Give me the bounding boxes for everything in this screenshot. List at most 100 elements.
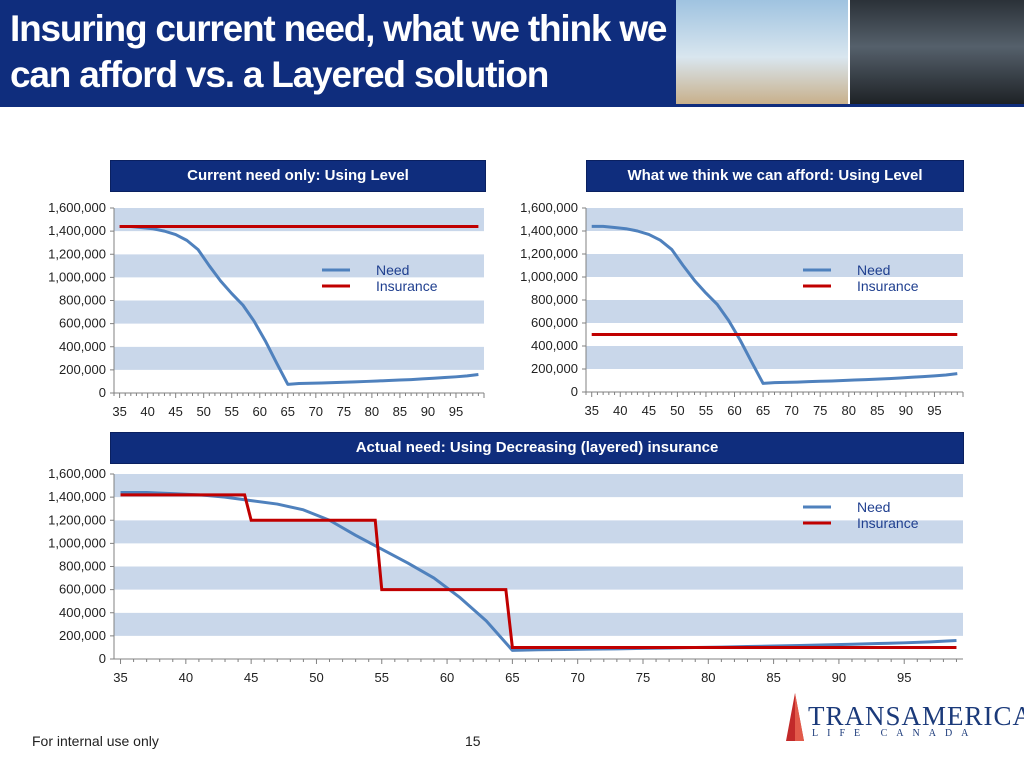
y-tick-label: 1,200,000 bbox=[48, 246, 106, 261]
x-tick-label: 75 bbox=[636, 670, 650, 685]
y-tick-label: 1,400,000 bbox=[48, 223, 106, 238]
y-tick-label: 800,000 bbox=[531, 292, 578, 307]
x-tick-label: 90 bbox=[899, 403, 913, 418]
legend-label: Insurance bbox=[857, 278, 919, 294]
y-tick-label: 1,600,000 bbox=[520, 200, 578, 215]
need-line bbox=[119, 225, 479, 386]
grid-band bbox=[114, 474, 963, 498]
x-tick-label: 50 bbox=[670, 403, 684, 418]
y-tick-label: 1,200,000 bbox=[520, 246, 578, 261]
legend-label: Need bbox=[376, 262, 409, 278]
x-tick-label: 50 bbox=[309, 670, 323, 685]
need-line bbox=[120, 491, 957, 652]
x-tick-label: 75 bbox=[337, 404, 351, 419]
grid-band bbox=[114, 254, 484, 278]
x-tick-label: 95 bbox=[927, 403, 941, 418]
x-tick-label: 60 bbox=[440, 670, 454, 685]
x-tick-label: 70 bbox=[570, 670, 584, 685]
x-tick-label: 40 bbox=[613, 403, 627, 418]
y-tick-label: 0 bbox=[99, 385, 106, 400]
x-tick-label: 95 bbox=[449, 404, 463, 419]
grid-band bbox=[586, 208, 963, 231]
x-tick-label: 55 bbox=[224, 404, 238, 419]
y-tick-label: 400,000 bbox=[59, 339, 106, 354]
x-tick-label: 65 bbox=[756, 403, 770, 418]
chart1-title: Current need only: Using Level bbox=[110, 160, 486, 192]
x-tick-label: 80 bbox=[842, 403, 856, 418]
chart3-title: Actual need: Using Decreasing (layered) … bbox=[110, 432, 964, 464]
x-tick-label: 40 bbox=[140, 404, 154, 419]
x-tick-label: 45 bbox=[244, 670, 258, 685]
x-tick-label: 80 bbox=[701, 670, 715, 685]
x-tick-label: 90 bbox=[421, 404, 435, 419]
y-tick-label: 400,000 bbox=[531, 338, 578, 353]
y-tick-label: 1,400,000 bbox=[520, 223, 578, 238]
logo-wordmark: TRANSAMERICA bbox=[808, 701, 1024, 731]
x-tick-label: 85 bbox=[766, 670, 780, 685]
legend-label: Insurance bbox=[857, 515, 919, 531]
y-tick-label: 800,000 bbox=[59, 293, 106, 308]
x-tick-label: 85 bbox=[870, 403, 884, 418]
pyramid-tower-icon bbox=[786, 693, 804, 741]
y-tick-label: 600,000 bbox=[59, 582, 106, 597]
grid-band bbox=[114, 277, 484, 301]
slide-title-line2: can afford vs. a Layered solution bbox=[10, 54, 549, 95]
family-photo bbox=[676, 0, 848, 104]
y-tick-label: 1,200,000 bbox=[48, 512, 106, 527]
y-tick-label: 600,000 bbox=[59, 316, 106, 331]
grid-band bbox=[586, 277, 963, 300]
x-tick-label: 50 bbox=[196, 404, 210, 419]
grid-band bbox=[114, 323, 484, 347]
grid-band bbox=[114, 589, 963, 613]
company-logo: TRANSAMERICA LIFE CANADA bbox=[782, 693, 1024, 743]
x-tick-label: 65 bbox=[281, 404, 295, 419]
x-tick-label: 85 bbox=[393, 404, 407, 419]
grid-band bbox=[586, 300, 963, 323]
grid-band bbox=[114, 520, 963, 544]
y-tick-label: 400,000 bbox=[59, 605, 106, 620]
x-tick-label: 95 bbox=[897, 670, 911, 685]
y-tick-label: 1,600,000 bbox=[48, 466, 106, 481]
grid-band bbox=[114, 497, 963, 521]
chart-1: 0 200,000 400,000 600,000 800,000 1,000,000 1,… bbox=[48, 200, 485, 419]
y-tick-label: 800,000 bbox=[59, 559, 106, 574]
grid-band bbox=[586, 369, 963, 392]
grid-band bbox=[586, 346, 963, 369]
x-tick-label: 60 bbox=[253, 404, 267, 419]
grid-band bbox=[114, 369, 484, 393]
x-tick-label: 70 bbox=[309, 404, 323, 419]
page-number: 15 bbox=[465, 733, 481, 749]
y-tick-label: 1,000,000 bbox=[520, 269, 578, 284]
footer-text: For internal use only bbox=[32, 733, 159, 749]
grid-band bbox=[114, 346, 484, 370]
grid-band bbox=[114, 566, 963, 590]
y-tick-label: 1,000,000 bbox=[48, 269, 106, 284]
x-tick-label: 40 bbox=[179, 670, 193, 685]
insurance-line bbox=[120, 493, 957, 649]
header-photo bbox=[676, 0, 1024, 104]
grid-band bbox=[114, 231, 484, 255]
grid-band bbox=[586, 231, 963, 254]
x-tick-label: 60 bbox=[727, 403, 741, 418]
slide-title-line1: Insuring current need, what we think we bbox=[10, 8, 668, 49]
y-tick-label: 200,000 bbox=[59, 628, 106, 643]
chart2-title: What we think we can afford: Using Level bbox=[586, 160, 964, 192]
grid-band bbox=[114, 543, 963, 567]
y-tick-label: 200,000 bbox=[531, 361, 578, 376]
x-tick-label: 65 bbox=[505, 670, 519, 685]
slide-title: Insuring current need, what we think we … bbox=[10, 6, 670, 98]
x-tick-label: 70 bbox=[784, 403, 798, 418]
grid-band bbox=[114, 612, 963, 636]
legend-label: Need bbox=[857, 262, 890, 278]
y-tick-label: 0 bbox=[99, 651, 106, 666]
y-tick-label: 600,000 bbox=[531, 315, 578, 330]
chart-2: 0 200,000 400,000 600,000 800,000 1,000,000 1,… bbox=[520, 200, 964, 418]
legend-label: Insurance bbox=[376, 278, 438, 294]
x-tick-label: 45 bbox=[642, 403, 656, 418]
x-tick-label: 45 bbox=[168, 404, 182, 419]
x-tick-label: 35 bbox=[113, 670, 127, 685]
title-bar: Insuring current need, what we think we … bbox=[0, 0, 676, 104]
